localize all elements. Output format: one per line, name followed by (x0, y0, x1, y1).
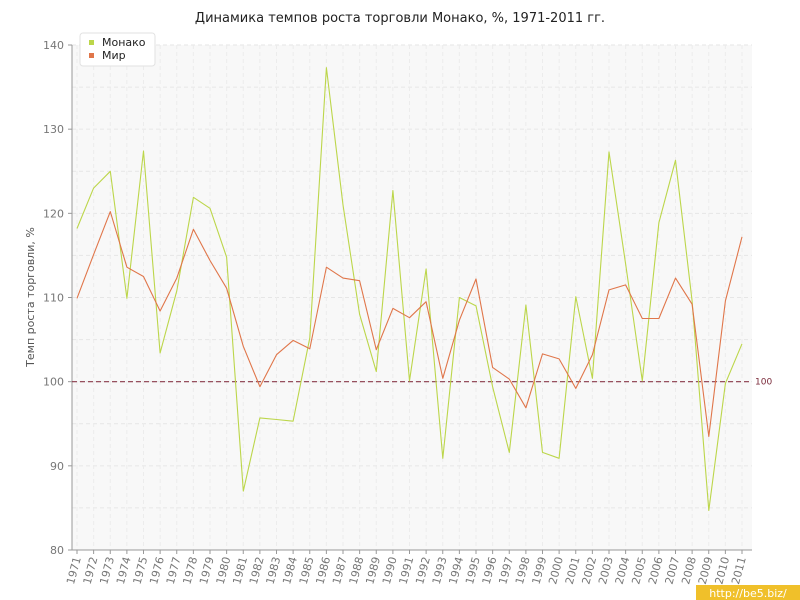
y-tick-label: 90 (50, 460, 64, 473)
legend-entry[interactable]: Монако (102, 36, 146, 49)
y-tick-label: 100 (43, 376, 64, 389)
chart-title: Динамика темпов роста торговли Монако, %… (195, 11, 605, 26)
x-tick-label: 2011 (729, 555, 749, 585)
y-tick-label: 120 (43, 207, 64, 220)
legend-box (79, 32, 156, 67)
legend-entry[interactable]: Мир (102, 49, 126, 62)
y-axis-label: Темп роста торговли, % (24, 227, 37, 368)
watermark[interactable]: http://be5.biz/ (696, 585, 800, 600)
legend-swatch (89, 40, 94, 45)
y-tick-label: 80 (50, 544, 64, 557)
legend-swatch (89, 53, 94, 58)
y-tick-label: 130 (43, 123, 64, 136)
series-line (76, 67, 743, 511)
y-tick-label: 140 (43, 39, 64, 52)
y-ticks: 80 90 100 110 120 130 140 (43, 39, 72, 557)
reference-line-group: 100 (72, 378, 772, 388)
x-ticks: 1971197219731974197519761977197819791980… (64, 550, 749, 586)
watermark-background (696, 585, 800, 600)
series-lines (76, 67, 743, 511)
y-tick-label: 110 (43, 292, 64, 305)
watermark-text[interactable]: http://be5.biz/ (709, 587, 787, 600)
reference-line-label: 100 (755, 378, 772, 388)
series-line (76, 211, 743, 437)
